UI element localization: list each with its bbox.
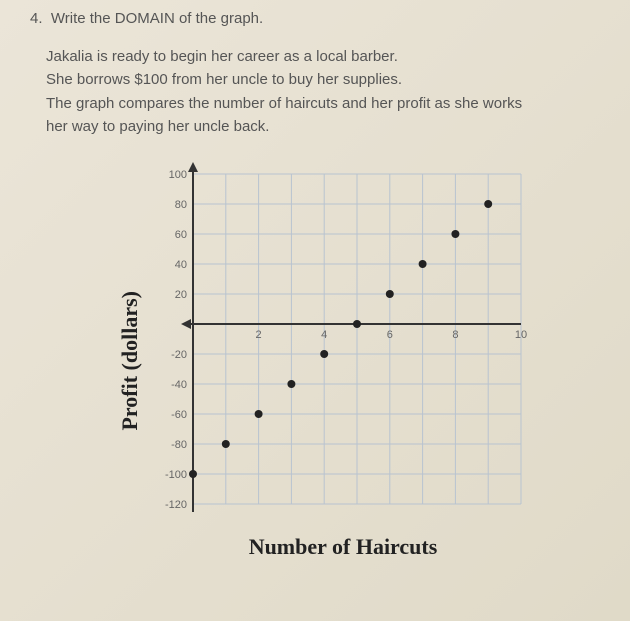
x-tick-label: 10: [515, 329, 527, 341]
story-line: her way to paying her uncle back.: [46, 115, 600, 138]
y-axis-label: Profit (dollars): [117, 291, 143, 431]
story-line: Jakalia is ready to begin her career as …: [46, 45, 600, 68]
question-number: 4.: [30, 10, 43, 27]
story-line: The graph compares the number of haircut…: [46, 92, 600, 115]
data-point: [386, 290, 394, 298]
story-text: Jakalia is ready to begin her career as …: [46, 45, 600, 138]
arrow-left-icon: [181, 319, 191, 329]
x-tick-label: 8: [452, 329, 458, 341]
y-tick-label: -80: [171, 439, 187, 451]
data-point: [287, 380, 295, 388]
data-point: [255, 410, 263, 418]
data-point: [189, 470, 197, 478]
story-line: She borrows $100 from her uncle to buy h…: [46, 68, 600, 91]
y-tick-label: -40: [171, 379, 187, 391]
y-tick-label: -20: [171, 349, 187, 361]
x-axis-label: Number of Haircuts: [153, 534, 533, 560]
y-tick-label: -100: [165, 469, 187, 481]
data-point: [353, 320, 361, 328]
arrow-up-icon: [188, 162, 198, 172]
y-tick-label: 40: [175, 259, 187, 271]
data-point: [419, 260, 427, 268]
worksheet-page: 4. Write the DOMAIN of the graph. Jakali…: [0, 0, 630, 621]
y-tick-label: -60: [171, 409, 187, 421]
y-tick-label: 100: [169, 169, 187, 181]
y-tick-label: 80: [175, 199, 187, 211]
x-tick-label: 4: [321, 329, 327, 341]
scatter-plot: 2 4 6 8 10 100 80 60 40 20 -20 -40 -60 -80 -100 -120: [153, 162, 533, 522]
data-point: [222, 440, 230, 448]
data-point: [451, 230, 459, 238]
x-tick-label: 6: [387, 329, 393, 341]
chart-container: Profit (dollars) 2 4 6 8 10 100 80 60 40 20 -20 -40…: [50, 162, 600, 560]
question-header: 4. Write the DOMAIN of the graph.: [30, 10, 600, 27]
y-tick-label: 60: [175, 229, 187, 241]
data-point: [484, 200, 492, 208]
data-point: [320, 350, 328, 358]
y-tick-label: -120: [165, 499, 187, 511]
chart-and-xlabel: 2 4 6 8 10 100 80 60 40 20 -20 -40 -60 -80 -100 -120 Nu…: [153, 162, 533, 560]
x-tick-label: 2: [256, 329, 262, 341]
y-tick-label: 20: [175, 289, 187, 301]
question-prompt: Write the DOMAIN of the graph.: [51, 10, 263, 27]
